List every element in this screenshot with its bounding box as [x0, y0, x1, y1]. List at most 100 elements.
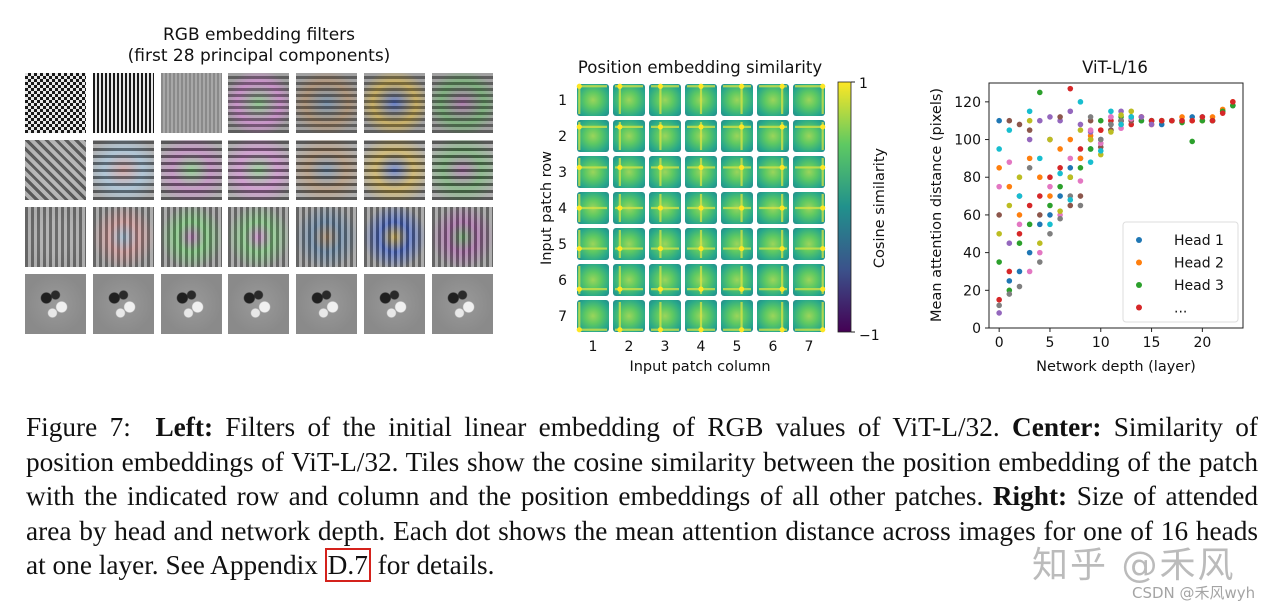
scatter-point — [996, 296, 1002, 303]
similarity-tile — [576, 83, 609, 116]
scatter-point — [1047, 230, 1053, 237]
caption-left-bold: Left: — [155, 412, 214, 442]
scatter-point — [1037, 259, 1043, 265]
scatter-point — [1209, 117, 1216, 124]
scatter-point — [1037, 212, 1043, 218]
scatter-point — [1057, 215, 1063, 222]
scatter-point — [1047, 212, 1053, 218]
heatmap-x-tick: 7 — [805, 339, 814, 355]
scatter-point — [1118, 121, 1124, 128]
scatter-point — [1047, 221, 1053, 228]
scatter-point — [1006, 291, 1013, 297]
scatter-point — [1016, 268, 1023, 275]
filter-tile — [160, 207, 222, 267]
scatter-point — [1108, 108, 1114, 115]
similarity-tile — [649, 120, 681, 152]
scatter-point — [1087, 136, 1094, 143]
legend-entry: ... — [1174, 301, 1187, 317]
similarity-tile — [793, 120, 826, 152]
scatter-point — [1057, 114, 1063, 120]
filter-tile — [228, 73, 290, 133]
filter-tile — [25, 140, 86, 200]
similarity-tile — [721, 156, 753, 188]
attention-distance-chart: ViT-L/16 0 5 10 15 20 0 20 40 60 80 100 120 Head 1… — [929, 58, 1244, 375]
similarity-tile — [757, 264, 789, 296]
filter-tile — [25, 274, 86, 334]
scatter-y-tick: 0 — [972, 321, 981, 337]
caption-left-text: Filters of the initial linear embedding … — [213, 412, 1012, 442]
scatter-x-tick: 5 — [1045, 335, 1054, 351]
heatmap-x-tick: 4 — [697, 339, 706, 355]
scatter-point — [1067, 197, 1074, 203]
position-similarity-chart: Position embedding similarity 1 2 3 4 5 6 7 1 2… — [539, 58, 888, 375]
similarity-tile — [757, 156, 789, 188]
similarity-tile — [685, 264, 717, 296]
similarity-tile — [613, 83, 645, 116]
filter-tile — [228, 274, 290, 334]
heatmap-x-tick: 5 — [733, 339, 742, 355]
scatter-y-tick: 20 — [963, 283, 981, 299]
similarity-tile — [685, 120, 717, 152]
scatter-y-ticks: 0 20 40 60 80 100 120 — [954, 95, 989, 337]
figure-caption: Figure 7: Left: Filters of the initial l… — [26, 410, 1258, 583]
legend-entry: Head 3 — [1174, 278, 1224, 294]
filter-tile — [92, 140, 154, 200]
scatter-point — [1026, 136, 1033, 143]
similarity-tile — [757, 120, 789, 152]
similarity-tile — [613, 192, 645, 224]
scatter-point — [1026, 117, 1033, 124]
filter-tile — [296, 274, 358, 334]
similarity-tile — [576, 120, 609, 152]
scatter-point — [1047, 193, 1053, 199]
heatmap-y-tick: 6 — [558, 273, 567, 289]
scatter-point — [1037, 240, 1043, 246]
scatter-x-tick: 20 — [1193, 335, 1211, 351]
scatter-x-tick: 15 — [1143, 335, 1161, 351]
heatmap-x-ticks: 1 2 3 4 5 6 7 — [589, 339, 814, 355]
similarity-tile — [793, 192, 826, 224]
scatter-point — [996, 259, 1002, 265]
scatter-point — [1016, 230, 1023, 237]
legend-marker — [1136, 304, 1142, 311]
filter-tile — [25, 73, 86, 133]
filters-title: RGB embedding filters (first 28 principa… — [25, 25, 493, 67]
similarity-tile — [685, 228, 717, 260]
filter-tile — [160, 274, 222, 334]
heatmap-y-tick: 5 — [558, 237, 567, 253]
legend-entry: Head 1 — [1174, 233, 1224, 249]
heatmap-y-tick: 3 — [558, 165, 567, 181]
similarity-tile — [613, 300, 645, 333]
similarity-tile — [721, 228, 753, 260]
legend-marker — [1136, 237, 1142, 243]
filter-tile — [431, 140, 493, 200]
scatter-point — [1026, 221, 1033, 228]
filter-tile — [296, 73, 358, 133]
scatter-point — [1047, 136, 1053, 143]
scatter-point — [1077, 193, 1084, 199]
scatter-point — [1087, 146, 1094, 152]
scatter-point — [1016, 283, 1023, 290]
scatter-point — [996, 165, 1002, 171]
scatter-point — [1057, 193, 1063, 199]
scatter-point — [1006, 278, 1013, 284]
scatter-y-tick: 100 — [954, 133, 981, 149]
scatter-point — [1057, 208, 1063, 214]
scatter-point — [996, 117, 1002, 124]
similarity-tile — [721, 120, 753, 152]
scatter-point — [1097, 136, 1104, 143]
scatter-point — [1057, 183, 1063, 190]
similarity-tile — [649, 156, 681, 188]
legend-box — [1122, 221, 1239, 323]
scatter-point — [1006, 159, 1013, 165]
scatter-point — [1067, 174, 1074, 181]
appendix-link[interactable]: D.7 — [324, 548, 371, 582]
scatter-point — [1087, 127, 1094, 133]
scatter-point — [996, 310, 1002, 316]
scatter-point — [1097, 127, 1104, 133]
heatmap-x-tick: 2 — [625, 339, 634, 355]
scatter-x-tick: 10 — [1092, 335, 1110, 351]
scatter-point — [1006, 127, 1013, 133]
filter-tile — [364, 73, 425, 133]
scatter-point — [1189, 138, 1195, 145]
colorbar-tick-min: −1 — [859, 328, 880, 344]
